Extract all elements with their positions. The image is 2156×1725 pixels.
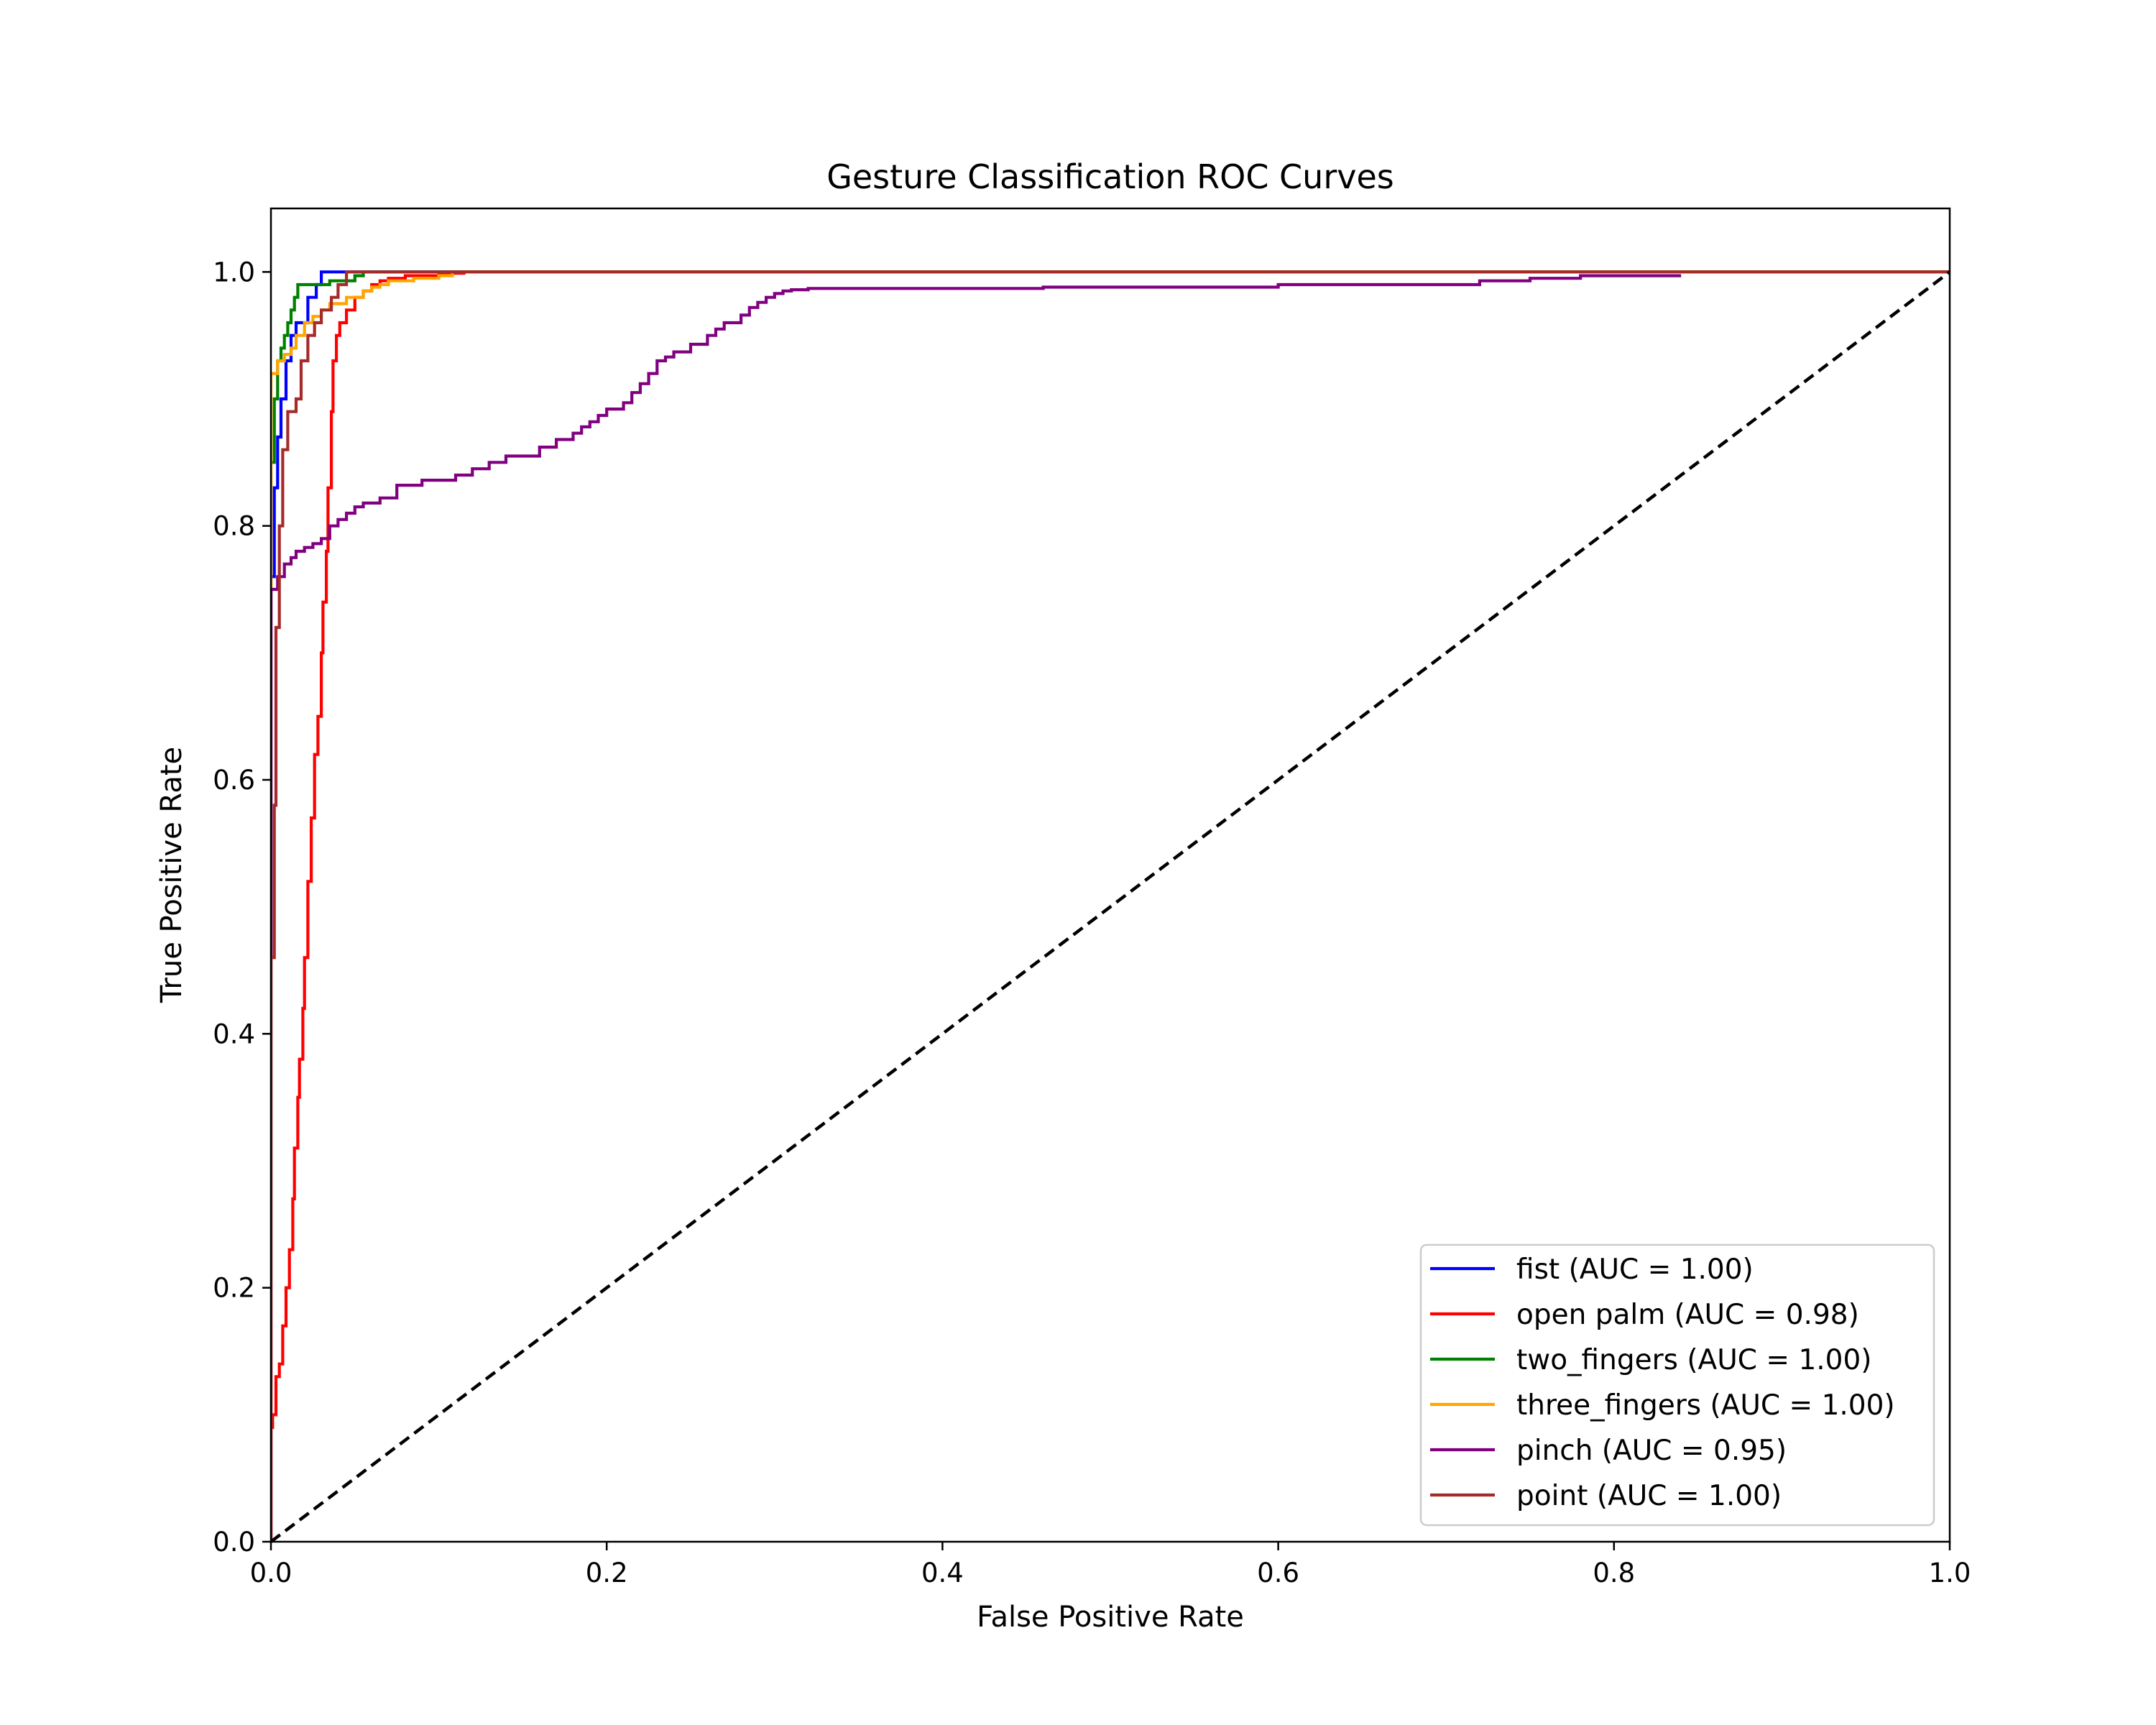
plot-frame — [270, 207, 1951, 1543]
x-axis-label: False Positive Rate — [977, 1601, 1244, 1634]
roc-curve-pinch — [271, 274, 1682, 1542]
roc-curve-point — [271, 270, 1950, 1542]
roc-curve-fist — [271, 270, 1950, 1542]
x-tick-label: 0.6 — [1257, 1558, 1299, 1588]
legend-label-pinch: pinch (AUC = 0.95) — [1516, 1435, 1787, 1467]
y-tick-label: 1.0 — [213, 257, 255, 288]
legend-label-two-fingers: two_fingers (AUC = 1.00) — [1516, 1344, 1872, 1376]
roc-curve-three-fingers — [271, 270, 1950, 1542]
y-tick-label: 0.2 — [213, 1273, 255, 1304]
legend-label-fist: fist (AUC = 1.00) — [1516, 1254, 1754, 1286]
x-tick-label: 0.4 — [921, 1558, 964, 1588]
chart-title: Gesture Classification ROC Curves — [826, 157, 1394, 196]
roc-curve-two-fingers — [271, 270, 1950, 1542]
y-tick-label: 0.8 — [213, 511, 255, 542]
y-axis-label: True Positive Rate — [155, 747, 188, 1003]
legend-items: fist (AUC = 1.00) open palm (AUC = 0.98) t… — [1430, 1254, 1895, 1512]
y-tick-label: 0.4 — [213, 1018, 255, 1049]
legend-label-three-fingers: three_fingers (AUC = 1.00) — [1516, 1389, 1895, 1422]
x-tick-label: 1.0 — [1929, 1558, 1971, 1588]
y-axis-ticks: 0.0 0.2 0.4 0.6 0.8 1.0 — [213, 257, 271, 1558]
x-tick-label: 0.8 — [1593, 1558, 1635, 1588]
curves-layer — [270, 270, 1951, 1543]
chance-diagonal-line — [270, 270, 1951, 1543]
x-tick-label: 0.0 — [250, 1558, 292, 1588]
legend-box — [1419, 1243, 1935, 1527]
y-tick-label: 0.6 — [213, 765, 255, 796]
y-tick-label: 0.0 — [213, 1527, 255, 1558]
legend-label-point: point (AUC = 1.00) — [1516, 1480, 1782, 1512]
x-axis-ticks: 0.0 0.2 0.4 0.6 0.8 1.0 — [250, 1542, 1971, 1588]
x-tick-label: 0.2 — [586, 1558, 628, 1588]
legend-label-open-palm: open palm (AUC = 0.98) — [1516, 1299, 1859, 1331]
legend: fist (AUC = 1.00) open palm (AUC = 0.98) t… — [1419, 1243, 1935, 1527]
